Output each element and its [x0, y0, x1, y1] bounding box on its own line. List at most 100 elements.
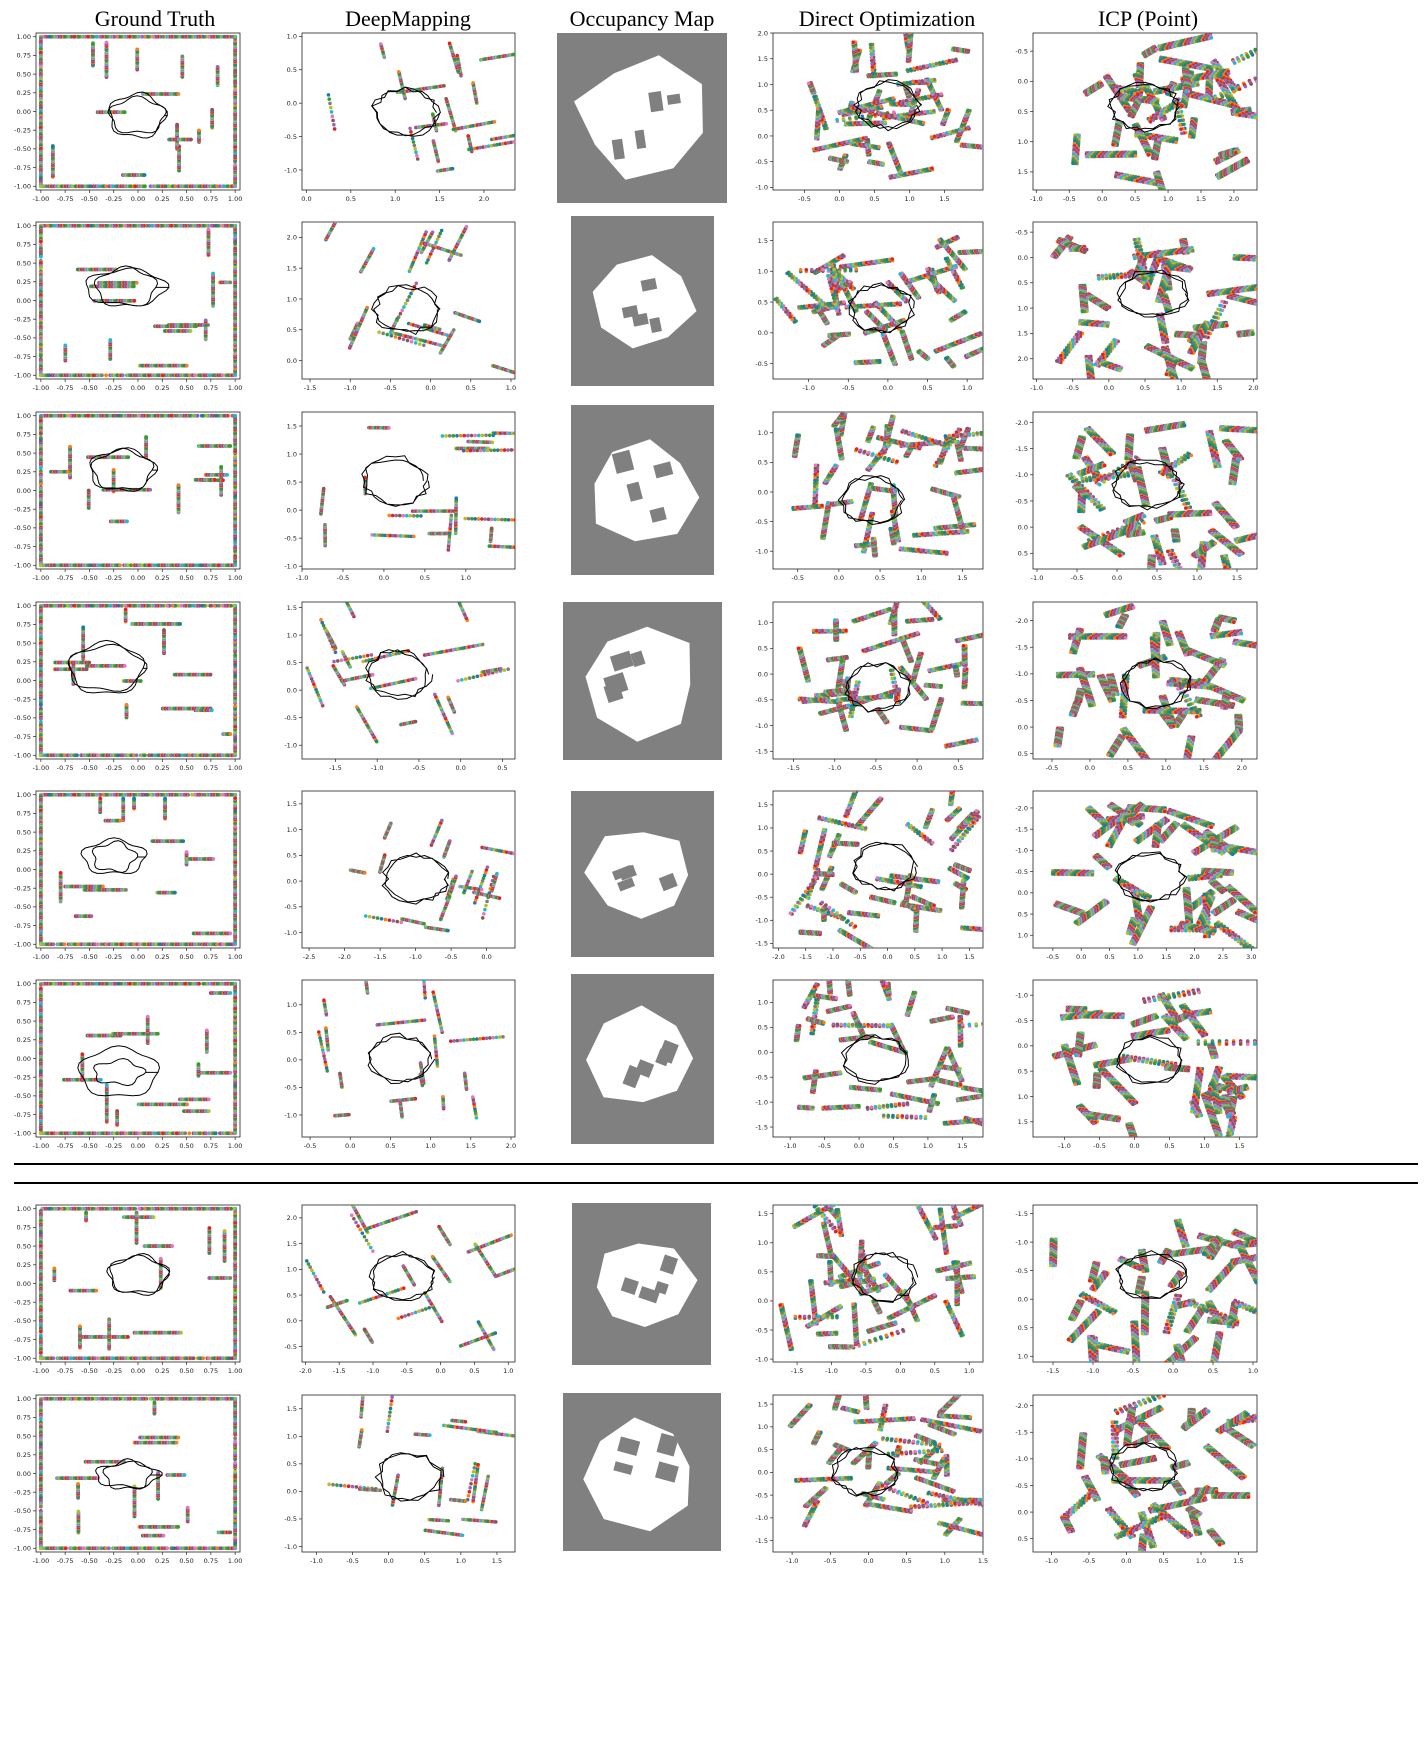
- scan-point: [1273, 43, 1277, 47]
- x-tick-label: 1.5: [434, 195, 444, 203]
- scan-point: [989, 147, 993, 151]
- y-tick-label: 2.0: [758, 29, 768, 37]
- scan-point: [908, 25, 912, 29]
- scan-point: [983, 146, 987, 150]
- scan-point: [1205, 96, 1209, 101]
- scan-point: [915, 87, 920, 92]
- scan-point: [148, 184, 153, 189]
- scan-point: [1133, 178, 1137, 183]
- scan-point: [1111, 87, 1115, 91]
- scan-point: [444, 121, 449, 126]
- scan-point: [966, 48, 971, 53]
- x-tick-label: 2.0: [1229, 195, 1239, 203]
- scan-point: [903, 12, 907, 16]
- scan-point: [931, 62, 936, 67]
- scan-point: [1116, 175, 1121, 180]
- scan-point: [1253, 115, 1257, 120]
- scan-point: [1129, 91, 1134, 95]
- column-header-deepmapping: DeepMapping: [345, 6, 471, 32]
- y-tick-label: -1.00: [14, 183, 31, 191]
- scan-point: [910, 33, 914, 34]
- scan-point: [104, 40, 109, 45]
- scan-point: [230, 34, 235, 39]
- scan-point: [1071, 161, 1075, 166]
- scan-point: [886, 141, 890, 146]
- panel-ground-truth-row-2: -1.00 -0.75 -0.50 -0.25 0.00 0.25 0.50 0.75 1.00…: [14, 221, 242, 392]
- scan-point: [1168, 139, 1173, 144]
- scan-point: [988, 145, 992, 149]
- scan-point: [926, 109, 930, 114]
- scan-point: [1263, 117, 1267, 121]
- scan-point: [813, 97, 817, 102]
- scan-point: [1163, 189, 1167, 190]
- plot-frame: [1032, 32, 1258, 191]
- scan-point: [1263, 115, 1267, 119]
- scan-point: [870, 68, 875, 72]
- scan-point: [1272, 41, 1276, 45]
- x-tick-label: 1.00: [228, 195, 242, 203]
- scan-point: [908, 27, 912, 31]
- scan-point: [985, 145, 989, 149]
- scan-point: [412, 143, 417, 148]
- x-tick-label: 1.0: [390, 195, 400, 203]
- scan-point: [981, 144, 983, 149]
- y-tick-label: 0.0: [287, 99, 297, 107]
- scan-point: [904, 98, 909, 103]
- scan-point: [841, 117, 846, 121]
- scan-point: [1150, 156, 1155, 160]
- scan-point: [871, 74, 875, 79]
- scan-point: [222, 34, 226, 39]
- scan-point: [72, 34, 77, 39]
- x-tick-label: 1.0: [1163, 195, 1173, 203]
- x-tick-label: -0.5: [798, 195, 811, 203]
- panel-deepmapping-row-1: 0.0 0.5 1.0 1.5 2.0-1.0-0.50.00.51.0: [284, 32, 527, 203]
- scan-point: [408, 126, 412, 131]
- scan-points: [807, 8, 993, 180]
- x-tick-label: 0.0: [834, 195, 844, 203]
- y-tick-label: 1.0: [1018, 138, 1028, 146]
- scan-point: [523, 132, 527, 136]
- y-tick-label: 1.00: [17, 33, 31, 41]
- scan-points: [326, 41, 527, 173]
- column-header-direct-optimization: Direct Optimization: [799, 6, 976, 32]
- scan-point: [905, 26, 909, 30]
- scan-point: [885, 111, 890, 115]
- scan-point: [905, 68, 910, 72]
- scan-point: [902, 10, 906, 14]
- scan-point: [326, 93, 331, 97]
- scan-point: [409, 129, 413, 134]
- scan-point: [50, 144, 55, 148]
- scan-point: [900, 12, 904, 16]
- scan-point: [327, 97, 332, 101]
- scan-point: [1232, 61, 1237, 65]
- scan-point: [1154, 47, 1159, 52]
- scan-point: [1151, 136, 1155, 141]
- scan-point: [1111, 142, 1115, 147]
- scan-point: [881, 161, 886, 166]
- scan-point: [902, 20, 906, 24]
- x-tick-label: 0.5: [869, 195, 879, 203]
- scan-point: [1268, 43, 1272, 47]
- y-tick-label: -1.0: [284, 166, 297, 174]
- scan-point: [91, 41, 95, 46]
- x-tick-label: -0.50: [81, 195, 98, 203]
- scan-point: [410, 136, 415, 141]
- scan-point: [1127, 177, 1132, 182]
- scan-point: [328, 101, 332, 106]
- x-tick-label: -1.00: [32, 384, 49, 392]
- scan-point: [869, 58, 874, 63]
- scan-point: [820, 118, 824, 122]
- scan-point: [870, 71, 875, 76]
- scan-point: [1180, 131, 1184, 136]
- scan-point: [475, 146, 480, 150]
- scan-point: [816, 107, 820, 111]
- scan-point: [1258, 46, 1262, 50]
- scan-point: [902, 22, 906, 26]
- scan-point: [900, 8, 904, 12]
- scan-point: [332, 122, 336, 127]
- scan-point: [905, 80, 909, 85]
- scan-point: [1159, 138, 1164, 142]
- scan-point: [1141, 180, 1145, 184]
- scan-point: [521, 132, 525, 136]
